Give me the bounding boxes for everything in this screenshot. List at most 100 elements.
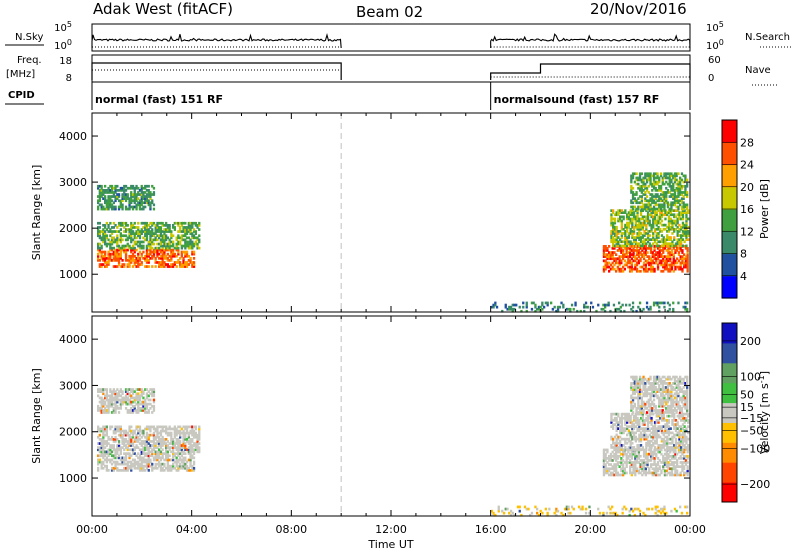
power-cell [182, 244, 185, 248]
power-cell [123, 221, 126, 225]
velocity-cell [102, 429, 105, 433]
velocity-cell [669, 463, 672, 466]
velocity-cell [671, 423, 674, 426]
velocity-cell [102, 462, 105, 466]
power-cell [187, 228, 190, 231]
power-cell [611, 267, 614, 271]
power-cell [121, 195, 124, 198]
power-cell [145, 230, 149, 233]
velocity-cell [152, 442, 156, 445]
power-cell [617, 217, 620, 221]
power-cell [116, 230, 119, 233]
velocity-cell [646, 429, 650, 433]
power-cell [117, 224, 121, 227]
velocity-cell [645, 446, 648, 449]
velocity-cell [147, 450, 150, 454]
power-cell [144, 224, 147, 227]
velocity-cell [145, 396, 149, 400]
power-cell [656, 180, 659, 184]
velocity-cell [627, 439, 630, 443]
velocity-cell [131, 452, 135, 455]
velocity-cell [658, 400, 661, 404]
velocity-cell [161, 438, 164, 441]
velocity-cell [196, 444, 199, 447]
power-cell [633, 197, 636, 200]
power-cell [637, 178, 640, 182]
velocity-cell [114, 452, 117, 455]
velocity-cell [104, 458, 107, 462]
velocity-cell [641, 467, 644, 471]
velocity-cell [107, 435, 110, 439]
power-cell [149, 221, 152, 225]
power-cell [637, 249, 640, 252]
power-cell [156, 224, 159, 227]
power-cell [613, 217, 617, 221]
power-cell [679, 184, 682, 188]
power-cell [177, 240, 180, 244]
velocity-cell [642, 463, 646, 466]
velocity-cell [659, 416, 662, 420]
nsky-trace-0 [91, 32, 342, 49]
velocity-cell [673, 446, 676, 449]
power-cell [641, 265, 644, 269]
power-cell [604, 261, 607, 265]
power-cell [606, 249, 609, 252]
velocity-cell [114, 429, 117, 433]
velocity-cell [622, 473, 625, 477]
velocity-cell [133, 460, 136, 464]
power-cell [636, 225, 639, 229]
power-cell [184, 252, 187, 256]
power-cell [676, 240, 679, 244]
velocity-cell [117, 469, 121, 472]
velocity-cell [659, 435, 662, 439]
power-cell [126, 228, 129, 231]
power-cell [165, 254, 168, 258]
velocity-cell [632, 419, 636, 422]
power-cell [663, 195, 666, 198]
power-cell [109, 228, 112, 231]
power-cell [128, 265, 131, 268]
velocity-cell [640, 402, 643, 406]
power-cell [631, 172, 635, 176]
power-cell [130, 261, 133, 264]
power-cell [641, 225, 644, 229]
velocity-cell [170, 442, 173, 445]
power-cell [683, 232, 686, 235]
velocity-cell [669, 450, 672, 454]
velocity-cell [165, 452, 168, 455]
power-cell [666, 309, 670, 313]
velocity-cell [666, 392, 670, 396]
power-cell [159, 230, 163, 233]
velocity-cell [138, 438, 142, 441]
velocity-cell [105, 433, 108, 437]
velocity-cell [123, 396, 126, 400]
power-cell [151, 254, 154, 258]
power-cell [133, 263, 136, 266]
velocity-cell [663, 471, 667, 475]
power-cell [168, 246, 171, 250]
velocity-cell [660, 469, 663, 473]
power-cell [652, 176, 656, 180]
velocity-cell [652, 375, 656, 379]
power-cell [675, 178, 678, 182]
power-cell [123, 195, 126, 198]
velocity-cell [492, 511, 495, 515]
velocity-cell [652, 377, 656, 381]
power-cell [152, 203, 156, 207]
velocity-cell [170, 433, 173, 437]
velocity-cell [638, 386, 642, 389]
velocity-cell [651, 457, 654, 460]
velocity-cell [668, 377, 671, 381]
velocity-cell [145, 466, 149, 470]
velocity-cell [658, 473, 661, 477]
velocity-cell [677, 388, 680, 391]
power-cell [612, 303, 616, 307]
power-cell [668, 207, 671, 211]
velocity-cell [667, 419, 671, 422]
power-cell [185, 240, 189, 244]
velocity-cell [189, 458, 192, 462]
velocity-cell [644, 450, 647, 454]
velocity-cell [110, 404, 114, 408]
power-cell [635, 263, 639, 267]
power-cell [144, 238, 147, 242]
